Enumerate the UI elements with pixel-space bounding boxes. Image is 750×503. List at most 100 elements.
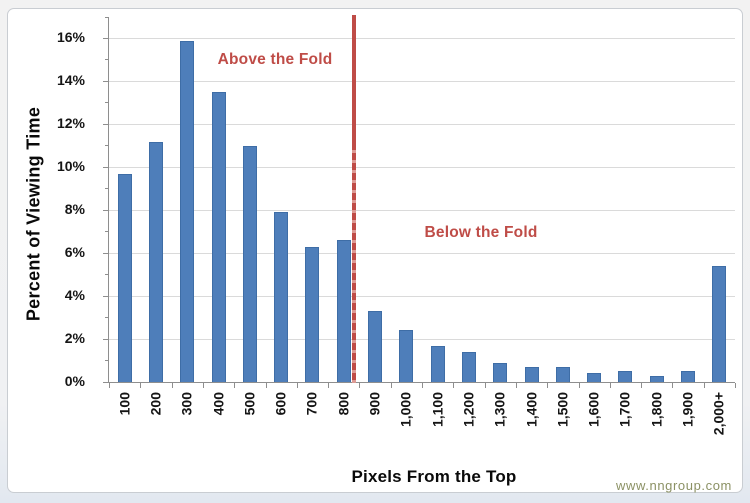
bar-1,900 <box>681 371 696 382</box>
bar-1,100 <box>430 345 445 382</box>
bar-1,300 <box>493 362 508 382</box>
bar-400 <box>211 92 226 382</box>
y-tick-label: 4% <box>64 287 85 304</box>
y-tick-label: 10% <box>56 158 85 175</box>
x-tick <box>515 383 517 388</box>
x-tick <box>109 383 110 388</box>
y-minor-tick <box>105 231 109 233</box>
x-tick <box>390 383 392 388</box>
y-major-tick <box>103 80 109 82</box>
chart-card: 0% 2% 4% 6% 8% 10% 12% 14% 16% 100 200 300 400 500 60… <box>7 8 743 493</box>
y-minor-tick <box>105 145 109 147</box>
bar-1,700 <box>618 371 633 382</box>
y-tick-label: 6% <box>64 244 85 261</box>
x-tick-label: 300 <box>178 392 195 416</box>
x-tick-label: 1,000 <box>397 392 414 428</box>
bar-300 <box>180 40 195 382</box>
bar-600 <box>274 212 289 382</box>
y-major-tick <box>103 37 109 39</box>
y-tick-label: 16% <box>56 29 85 46</box>
x-tick <box>453 383 455 388</box>
below-the-fold-annotation: Below the Fold <box>424 224 538 241</box>
bar-500 <box>242 145 257 382</box>
above-the-fold-annotation: Above the Fold <box>217 51 333 68</box>
y-major-tick <box>103 295 109 297</box>
fold-line-solid <box>352 15 356 143</box>
nngroup-credit: www.nngroup.com <box>616 478 732 493</box>
bar-200 <box>148 141 163 382</box>
x-tick <box>265 383 267 388</box>
gridline <box>109 295 735 297</box>
x-tick <box>641 383 643 388</box>
y-major-tick <box>103 123 109 125</box>
y-major-tick <box>103 209 109 211</box>
gridline <box>109 209 735 211</box>
y-tick-label: 2% <box>64 330 85 347</box>
y-minor-tick <box>105 59 109 61</box>
gridline <box>109 338 735 340</box>
x-tick-label: 900 <box>366 392 383 416</box>
x-tick-label: 100 <box>116 392 133 416</box>
x-tick-label: 1,700 <box>616 392 633 428</box>
x-tick <box>234 383 236 388</box>
x-tick-label: 1,600 <box>585 392 602 428</box>
x-tick <box>171 383 173 388</box>
x-tick <box>140 383 142 388</box>
gridline <box>109 80 735 82</box>
y-tick-label: 14% <box>56 72 85 89</box>
x-tick-label: 1,800 <box>648 392 665 428</box>
gridline <box>109 37 735 39</box>
fold-line-dashed <box>352 143 356 383</box>
x-tick <box>202 383 204 388</box>
x-tick-label: 700 <box>303 392 320 416</box>
bar-1,000 <box>399 330 414 382</box>
x-tick-label: 1,300 <box>491 392 508 428</box>
x-tick-label: 400 <box>210 392 227 416</box>
x-tick <box>328 383 330 388</box>
x-tick <box>672 383 674 388</box>
x-tick-label: 1,900 <box>679 392 696 428</box>
x-axis-title: Pixels From the Top <box>351 467 517 486</box>
x-tick <box>484 383 486 388</box>
x-tick <box>735 383 736 388</box>
x-tick-label: 600 <box>272 392 289 416</box>
y-minor-tick <box>105 360 109 362</box>
bar-900 <box>368 311 383 382</box>
y-tick-label: 12% <box>56 115 85 132</box>
x-tick-label: 1,400 <box>523 392 540 428</box>
y-minor-tick <box>105 317 109 319</box>
bar-1,500 <box>555 366 570 382</box>
bar-800 <box>336 240 351 382</box>
y-minor-tick <box>105 274 109 276</box>
y-tick-label: 0% <box>64 373 85 389</box>
y-minor-tick <box>105 102 109 104</box>
y-minor-tick <box>105 188 109 190</box>
x-tick <box>547 383 549 388</box>
x-tick <box>422 383 423 388</box>
bar-100 <box>117 173 132 382</box>
x-tick <box>609 383 611 388</box>
gridline <box>109 166 735 168</box>
x-tick <box>359 383 361 388</box>
x-tick-label: 1,200 <box>460 392 477 428</box>
bar-1,400 <box>524 366 539 382</box>
x-tick-label: 200 <box>147 392 164 416</box>
y-axis-title: Percent of Viewing Time <box>23 106 44 322</box>
bar-1,800 <box>649 375 664 382</box>
y-major-tick <box>103 338 109 340</box>
gridline <box>109 123 735 125</box>
x-tick <box>296 383 298 388</box>
x-tick-label: 800 <box>335 392 352 416</box>
y-major-tick <box>103 252 109 254</box>
bar-1,200 <box>461 351 476 382</box>
bar-1,600 <box>587 373 602 382</box>
x-tick <box>578 383 580 388</box>
y-major-tick <box>103 166 109 168</box>
y-tick-label: 8% <box>64 201 85 218</box>
x-tick-label: 500 <box>241 392 258 416</box>
gridline <box>109 252 735 254</box>
y-major-tick <box>103 381 109 383</box>
x-tick <box>703 383 705 388</box>
plot-area: 0% 2% 4% 6% 8% 10% 12% 14% 16% 100 200 300 400 500 60… <box>57 15 736 435</box>
